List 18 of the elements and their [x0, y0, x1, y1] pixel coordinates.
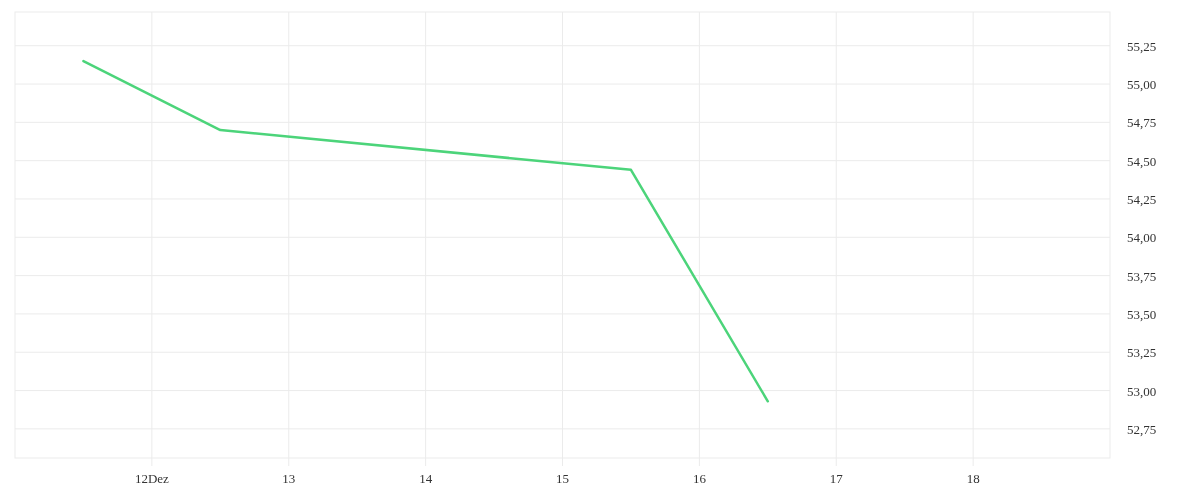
- x-tick-label: 12Dez: [134, 471, 170, 486]
- y-tick-label: 55,25: [1127, 38, 1157, 54]
- y-tick-label: 53,25: [1127, 345, 1157, 361]
- y-tick-label: 53,50: [1127, 306, 1157, 322]
- y-tick-label: 54,00: [1127, 230, 1157, 246]
- y-tick-label: 54,75: [1127, 115, 1157, 131]
- y-tick-label: 52,75: [1127, 421, 1157, 437]
- x-tick-label: 13: [282, 471, 296, 486]
- x-tick-label: 16: [692, 471, 707, 486]
- y-tick-label: 54,25: [1127, 191, 1157, 207]
- x-tick-label: 15: [556, 471, 569, 486]
- x-tick-label: 18: [966, 471, 980, 486]
- y-tick-label: 55,00: [1127, 77, 1157, 93]
- y-tick-label: 53,00: [1127, 383, 1157, 399]
- x-tick-label: 17: [829, 471, 844, 486]
- y-tick-label: 53,75: [1127, 268, 1157, 284]
- x-tick-label: 14: [419, 471, 433, 486]
- y-tick-label: 54,50: [1127, 153, 1157, 169]
